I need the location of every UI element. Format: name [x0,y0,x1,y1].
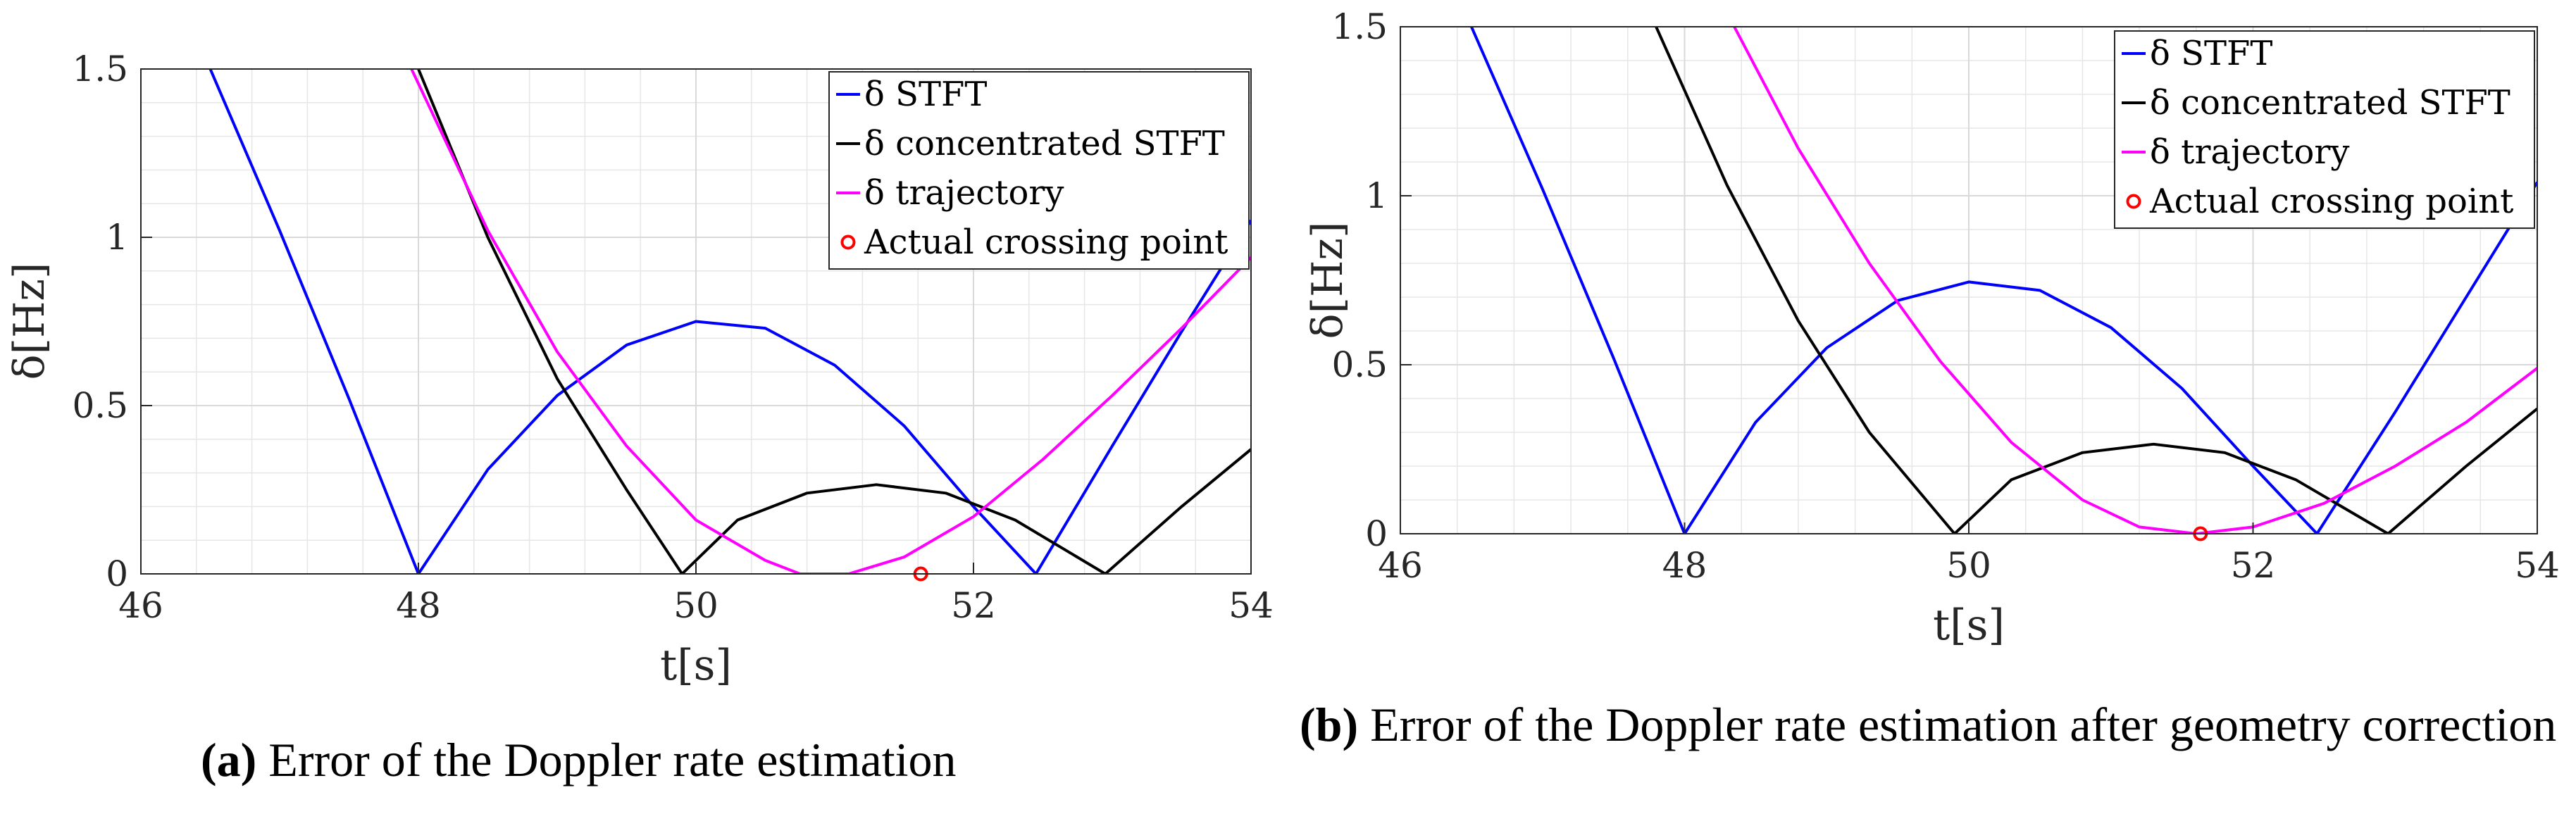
caption-b-text: Error of the Doppler rate estimation aft… [1370,698,2557,751]
legend-marker [840,234,856,250]
y-tick-label: 0.5 [72,385,128,426]
series-group [209,69,1251,574]
x-tick-label: 54 [2515,545,2560,586]
x-tick-label: 46 [1378,545,1423,586]
legend: δ STFT δ concentrated STFT δ trajectory Act… [2114,30,2535,229]
series-line-concentrated-stft [1655,27,2537,534]
legend-label: δ concentrated STFT [864,124,1225,163]
series-line-stft [209,69,1251,574]
caption-b-label: (b) [1300,698,1359,751]
y-axis-label: δ[Hz] [1303,222,1352,339]
series-line-stft [1470,27,2537,534]
legend-label: δ trajectory [2150,132,2349,172]
legend-label: δ STFT [864,75,987,114]
x-axis-label: t[s] [660,641,732,690]
y-tick-label: 1 [1365,175,1388,216]
legend: δ STFT δ concentrated STFT δ trajectory Act… [828,71,1250,270]
caption-a-text: Error of the Doppler rate estimation [268,733,957,787]
y-axis-label: δ[Hz] [5,263,54,380]
caption-a: (a) Error of the Doppler rate estimation [201,732,1222,787]
series-line-concentrated-stft [417,69,1251,574]
chart-panel-a: 46 48 50 52 54 0 0.5 1 1.5 t[s] δ[Hz] δ STFT δ conce… [5,49,1274,690]
x-tick-label: 46 [118,585,163,626]
chart-panel-b: 46 48 50 52 54 0 0.5 1 1.5 t[s] δ[Hz] δ STFT δ conce… [1303,6,2560,650]
x-tick-label: 50 [673,585,718,626]
x-tick-label: 52 [2231,545,2276,586]
x-tick-label: 54 [1228,585,1274,626]
series-line-trajectory [410,69,1251,574]
legend-label: δ trajectory [864,173,1064,213]
x-tick-label: 52 [951,585,996,626]
x-tick-label: 48 [396,585,441,626]
legend-label: δ concentrated STFT [2150,83,2510,123]
y-tick-label: 0 [106,553,128,594]
y-tick-label: 1.5 [1331,6,1388,47]
x-tick-label: 48 [1662,545,1707,586]
legend-box [828,71,1250,270]
legend-label: Actual crossing point [864,223,1228,262]
y-tick-label: 1 [106,217,128,258]
x-axis-label: t[s] [1933,601,2005,650]
caption-a-label: (a) [201,733,257,787]
caption-b: (b) Error of the Doppler rate estimation… [1300,697,2568,752]
x-tick-label: 50 [1946,545,1991,586]
y-tick-label: 1.5 [72,49,128,89]
legend-label: Actual crossing point [2149,182,2513,221]
y-tick-label: 0.5 [1331,344,1388,385]
legend-marker [2126,194,2141,209]
legend-box [2114,30,2535,229]
series-line-trajectory [1733,27,2537,534]
y-tick-label: 0 [1365,513,1388,554]
series-group [1470,27,2537,534]
legend-label: δ STFT [2150,34,2272,73]
